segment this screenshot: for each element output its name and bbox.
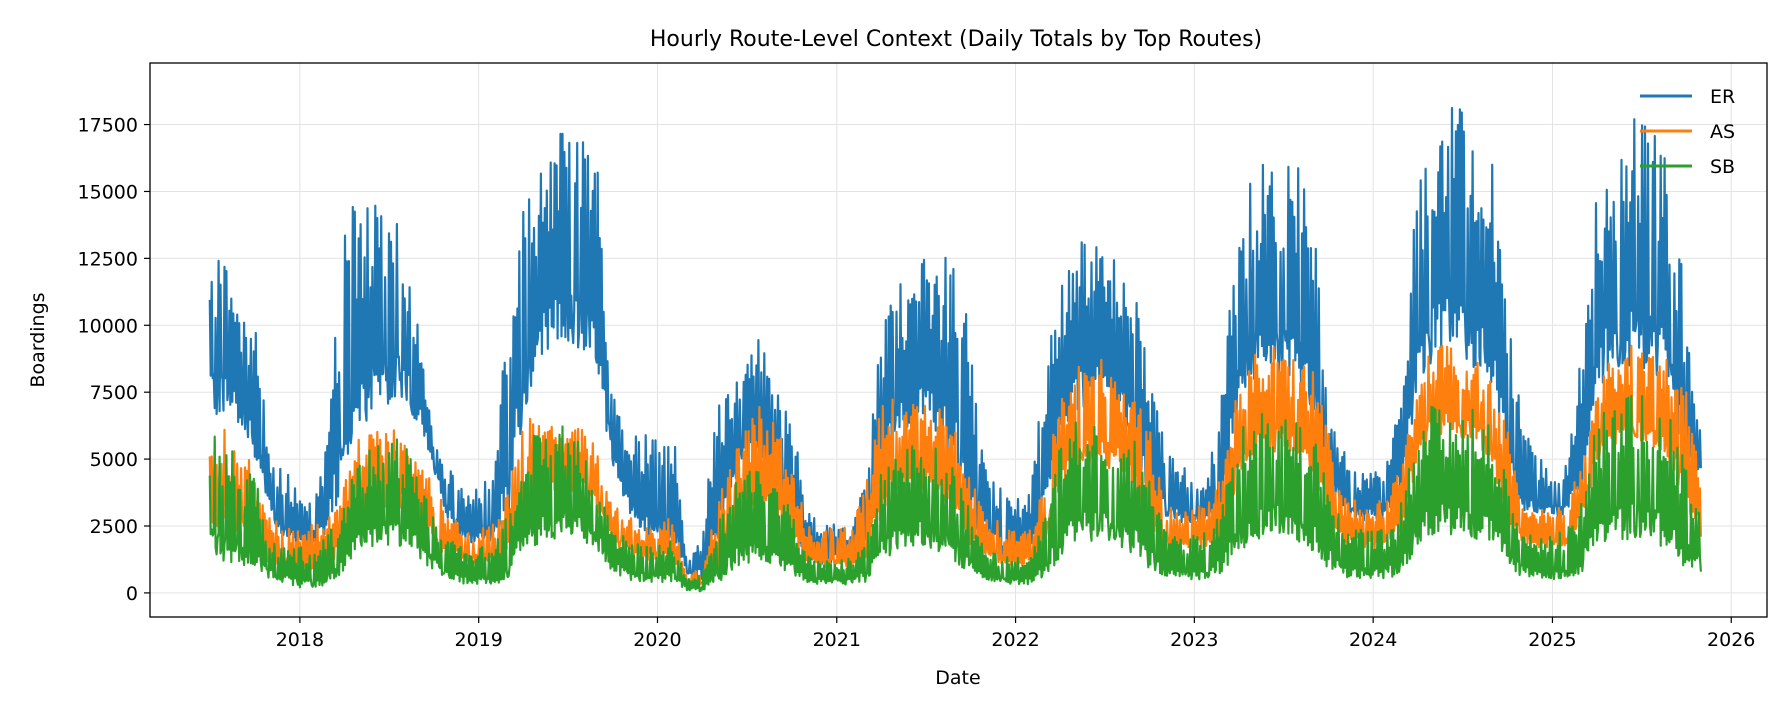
y-tick-label: 17500 — [78, 115, 138, 137]
y-tick-label: 0 — [126, 583, 138, 605]
x-tick-label: 2023 — [1170, 629, 1218, 651]
y-tick-label: 2500 — [90, 516, 138, 538]
y-axis-label: Boardings — [27, 292, 49, 387]
x-tick-label: 2026 — [1707, 629, 1755, 651]
x-tick-label: 2022 — [991, 629, 1039, 651]
legend-label-sb: SB — [1710, 156, 1735, 178]
x-tick-label: 2024 — [1349, 629, 1397, 651]
legend-label-as: AS — [1710, 121, 1735, 143]
y-tick-label: 12500 — [78, 248, 138, 270]
x-tick-label: 2020 — [633, 629, 681, 651]
x-tick-label: 2019 — [455, 629, 503, 651]
chart-title: Hourly Route-Level Context (Daily Totals… — [650, 27, 1262, 52]
x-tick-label: 2025 — [1528, 629, 1576, 651]
y-tick-label: 10000 — [78, 315, 138, 337]
x-tick-label: 2018 — [276, 629, 324, 651]
x-tick-label: 2021 — [813, 629, 861, 651]
y-tick-label: 5000 — [90, 449, 138, 471]
series-layer — [208, 106, 1702, 593]
y-tick-label: 15000 — [78, 181, 138, 203]
y-tick-label: 7500 — [90, 382, 138, 404]
series-line-er — [208, 106, 1702, 580]
y-axis: 0 2500 5000 7500 10000 12500 15000 17500 — [78, 115, 150, 605]
x-axis-label: Date — [935, 667, 980, 689]
plot-frame — [149, 62, 1768, 618]
x-axis: 2018 2019 2020 2021 2022 2023 2024 2025 2026 — [276, 617, 1755, 651]
legend: ER AS SB — [1640, 86, 1735, 178]
legend-label-er: ER — [1710, 86, 1735, 108]
series-line-sb — [208, 395, 1702, 593]
